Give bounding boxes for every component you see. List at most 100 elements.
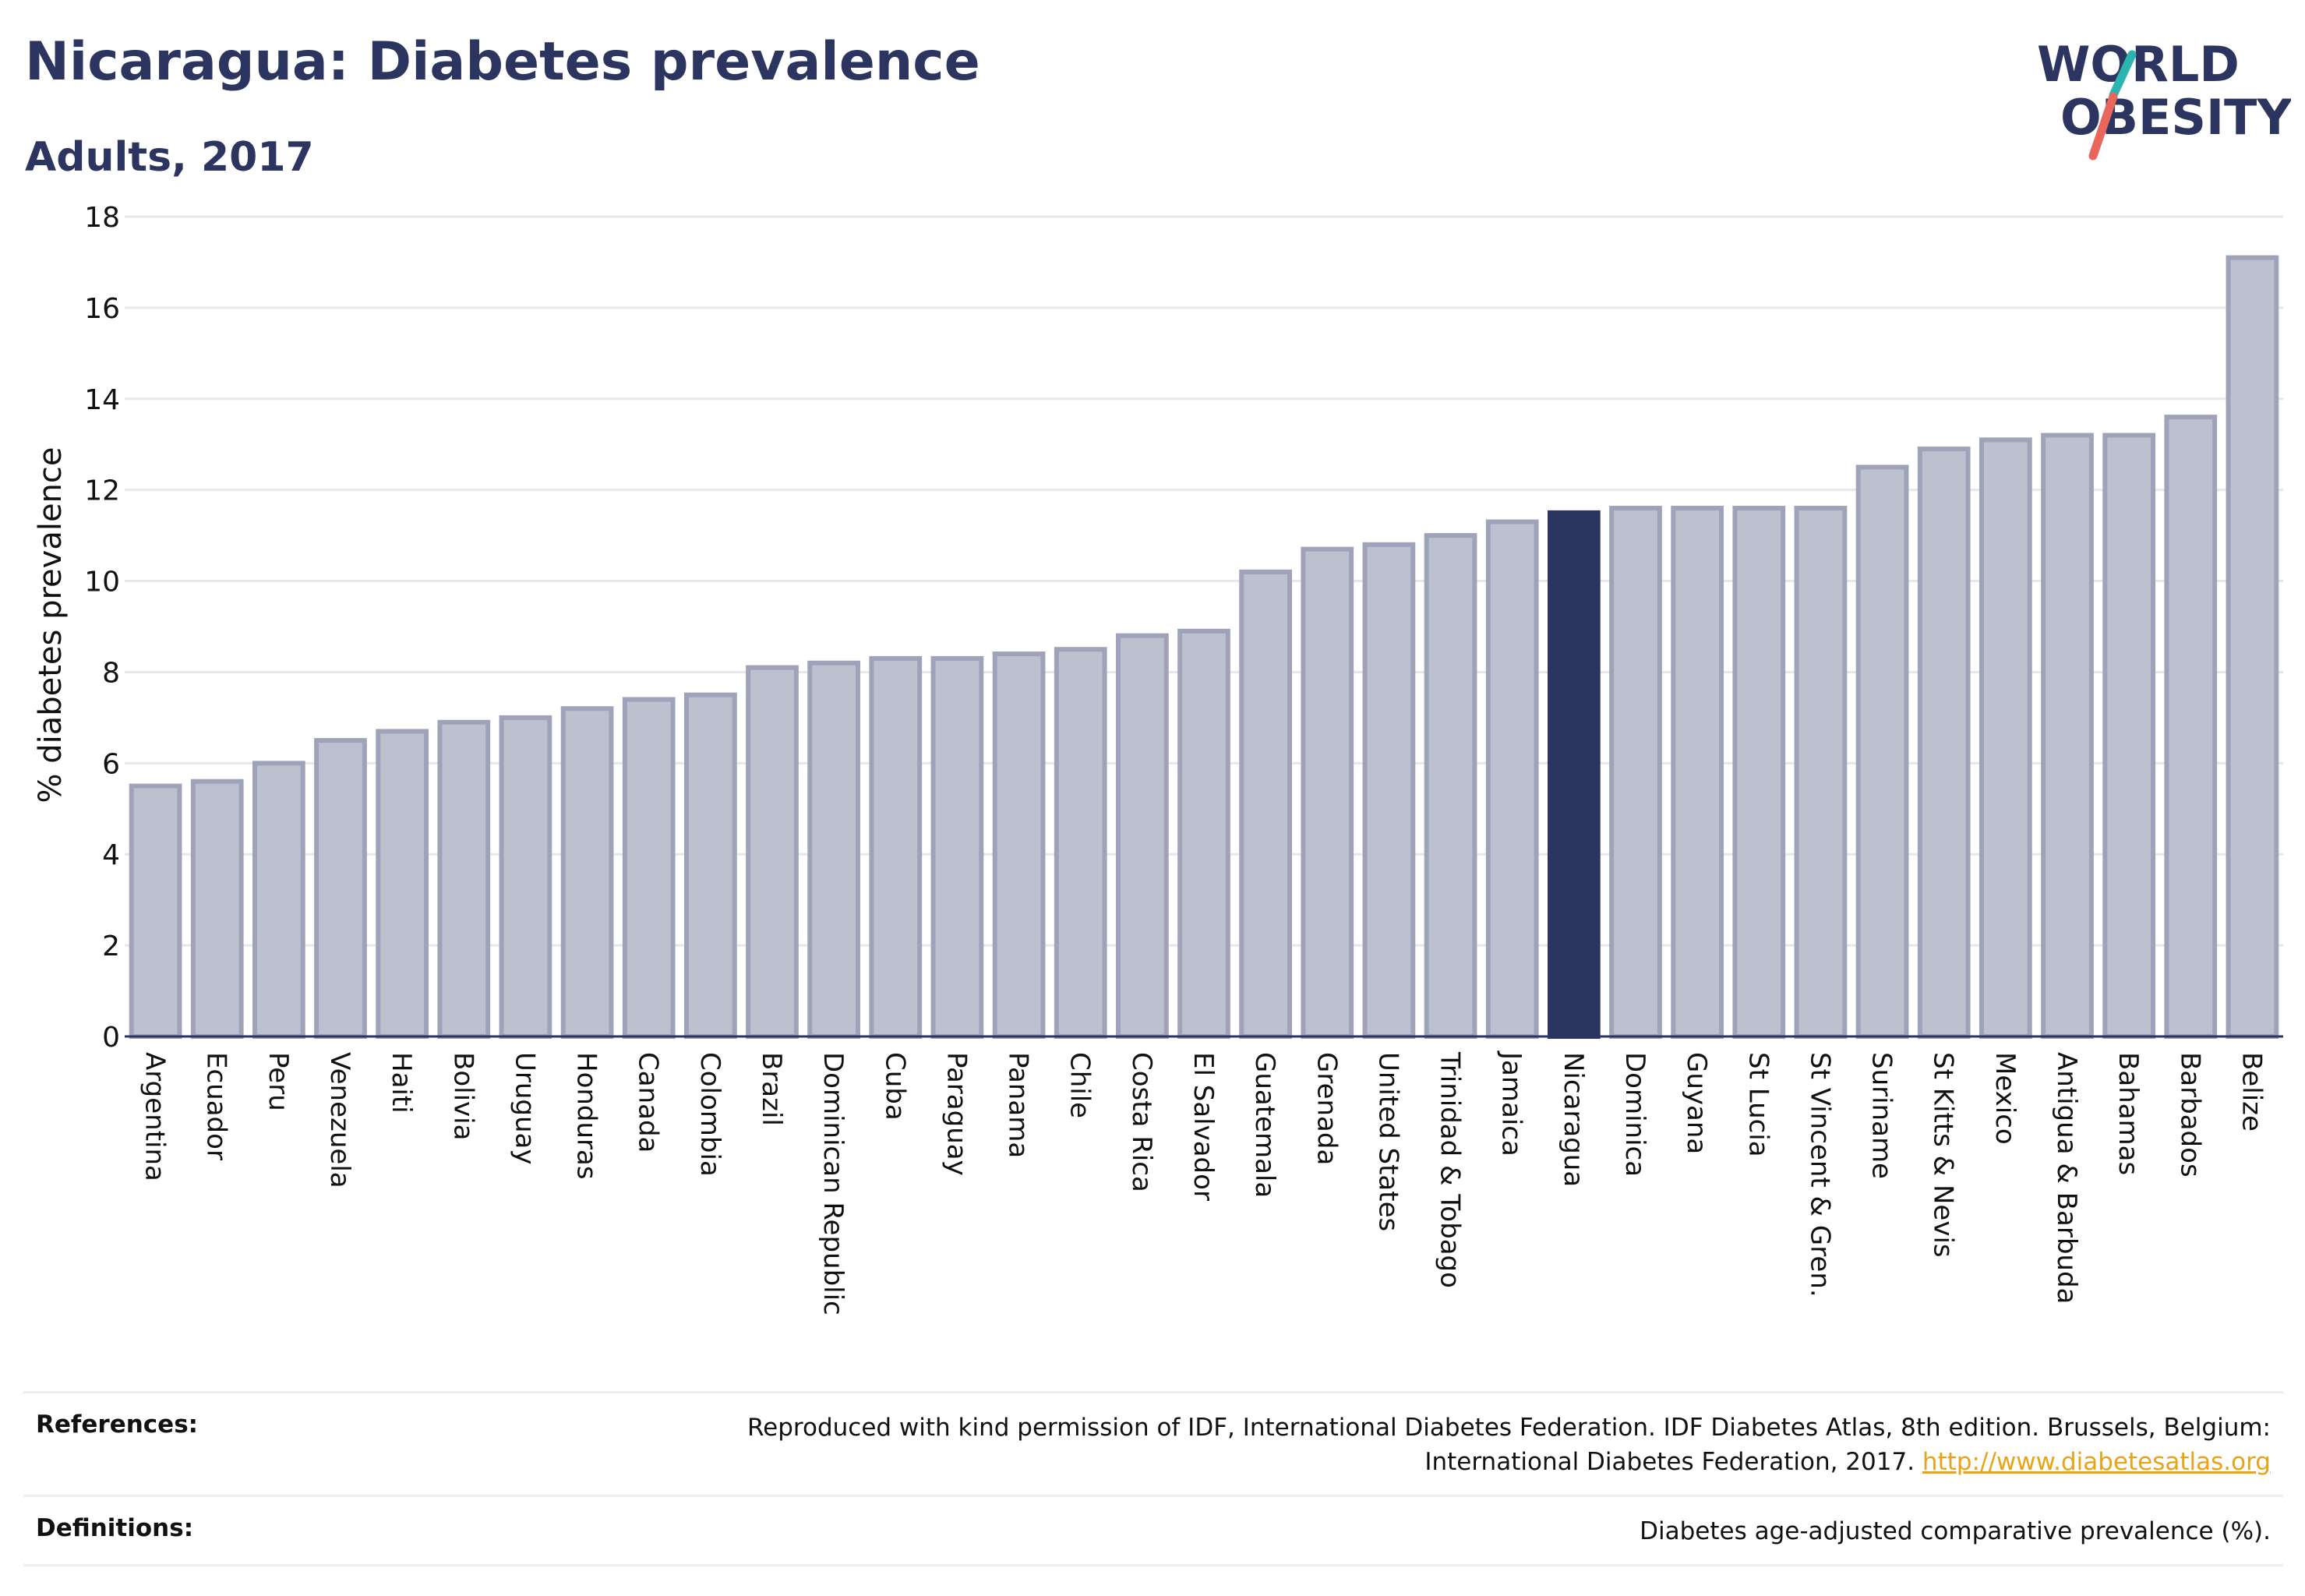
logo-slash-teal — [2109, 50, 2137, 100]
x-tick-label: Nicaragua — [1558, 1052, 1589, 1187]
bars — [129, 255, 2279, 1040]
bar-nicaragua — [1547, 510, 1601, 1039]
x-tick-label: Grenada — [1311, 1052, 1342, 1165]
bar-dominica — [1609, 506, 1662, 1039]
references-text: Reproduced with kind permission of IDF, … — [747, 1411, 2283, 1479]
y-axis-label: % diabetes prevalence — [33, 447, 69, 803]
definitions-label: Definitions: — [36, 1514, 194, 1542]
x-tick-label: St Vincent & Gren. — [1804, 1052, 1835, 1298]
bar-brazil — [746, 665, 799, 1039]
chart-title: Nicaragua: Diabetes prevalence — [25, 31, 980, 93]
y-tick-label: 6 — [102, 748, 120, 780]
x-tick-label: Chile — [1064, 1052, 1096, 1118]
x-tick-label: Guatemala — [1249, 1052, 1280, 1198]
x-tick-label: Ecuador — [201, 1052, 232, 1160]
x-tick-label: Paraguay — [941, 1052, 972, 1176]
bar-st-vincent-gren — [1794, 506, 1848, 1039]
bar-grenada — [1301, 546, 1354, 1039]
references-line2: International Diabetes Federation, 2017. — [1424, 1448, 1915, 1476]
x-axis-ticks: Argentina Ecuador Peru Venezuela Haiti Bolivi… — [139, 1050, 2268, 1315]
x-tick-label: Honduras — [571, 1052, 602, 1180]
x-tick-label: Canada — [633, 1052, 664, 1153]
x-tick-label: Brazil — [756, 1052, 787, 1126]
x-tick-label: Guyana — [1681, 1052, 1712, 1154]
x-tick-label: Uruguay — [509, 1052, 540, 1165]
bar-trinidad-tobago — [1424, 533, 1477, 1039]
bar-dominican-republic — [807, 660, 861, 1039]
bar-guyana — [1671, 506, 1724, 1039]
bar-panama — [992, 651, 1046, 1039]
bar-haiti — [376, 729, 429, 1040]
bar-bolivia — [437, 719, 491, 1039]
bar-st-lucia — [1732, 506, 1786, 1039]
x-tick-label: Cuba — [879, 1052, 910, 1121]
y-tick-label: 16 — [84, 293, 120, 325]
bar-chile — [1054, 647, 1107, 1039]
definitions-text: Diabetes age-adjusted comparative preval… — [1640, 1517, 2271, 1545]
bar-barbados — [2164, 415, 2218, 1039]
y-tick-label: 2 — [102, 930, 120, 962]
x-tick-label: Argentina — [139, 1052, 171, 1181]
y-tick-label: 18 — [84, 202, 120, 234]
x-tick-label: Bahamas — [2113, 1052, 2144, 1175]
x-tick-label: Dominica — [1619, 1052, 1650, 1177]
bar-peru — [252, 761, 305, 1039]
x-tick-label: Bolivia — [447, 1052, 478, 1140]
bar-suriname — [1855, 464, 1909, 1039]
bar-cuba — [869, 655, 923, 1040]
x-tick-label: Mexico — [1989, 1052, 2021, 1145]
x-tick-label: United States — [1372, 1052, 1403, 1231]
y-tick-label: 0 — [102, 1022, 120, 1054]
x-tick-label: Panama — [1003, 1052, 1034, 1158]
bar-argentina — [129, 783, 182, 1039]
bar-ecuador — [190, 779, 244, 1039]
bar-uruguay — [499, 715, 552, 1040]
y-tick-label: 12 — [84, 475, 120, 507]
x-tick-label: St Lucia — [1742, 1052, 1774, 1157]
x-tick-label: Haiti — [386, 1052, 417, 1114]
bar-costa-rica — [1115, 633, 1169, 1039]
bar-mexico — [1978, 437, 2032, 1039]
world-obesity-logo: WORLD OBESITY — [2037, 36, 2291, 161]
references-label: References: — [36, 1411, 199, 1439]
y-tick-label: 14 — [84, 384, 120, 416]
bar-chart: 0 2 4 6 8 10 12 14 16 18 % diabetes prevalence Ar… — [33, 202, 2283, 1315]
x-tick-label: Barbados — [2174, 1052, 2205, 1178]
y-tick-label: 8 — [102, 657, 120, 689]
definitions-row: Definitions: Diabetes age-adjusted compa… — [23, 1495, 2283, 1566]
bar-canada — [622, 697, 676, 1039]
bar-paraguay — [930, 655, 984, 1040]
x-tick-label: El Salvador — [1188, 1052, 1219, 1201]
y-axis-ticks: 0 2 4 6 8 10 12 14 16 18 — [84, 202, 120, 1054]
bar-jamaica — [1485, 519, 1539, 1039]
x-tick-label: St Kitts & Nevis — [1928, 1052, 1959, 1258]
bar-united-states — [1362, 542, 1416, 1039]
bar-el-salvador — [1177, 628, 1230, 1039]
x-tick-label: Jamaica — [1496, 1050, 1527, 1156]
chart-subtitle: Adults, 2017 — [25, 134, 314, 181]
bar-guatemala — [1239, 569, 1293, 1039]
logo-slash-coral — [2088, 92, 2118, 161]
logo-word-world: WORLD — [2037, 36, 2240, 93]
bar-venezuela — [314, 738, 367, 1039]
x-tick-label: Trinidad & Tobago — [1435, 1051, 1466, 1288]
references-link[interactable]: http://www.diabetesatlas.org — [1922, 1448, 2271, 1476]
x-tick-label: Peru — [263, 1052, 294, 1111]
x-tick-label: Venezuela — [324, 1052, 355, 1188]
y-tick-label: 10 — [84, 567, 120, 598]
x-tick-label: Colombia — [694, 1052, 725, 1177]
y-tick-label: 4 — [102, 839, 120, 871]
bar-antigua-barbuda — [2041, 433, 2094, 1039]
references-row: References: Reproduced with kind permiss… — [23, 1391, 2283, 1495]
bar-honduras — [560, 706, 614, 1039]
bar-bahamas — [2102, 433, 2156, 1039]
x-tick-label: Suriname — [1866, 1052, 1897, 1179]
bar-belize — [2226, 255, 2279, 1040]
x-tick-label: Belize — [2236, 1052, 2267, 1132]
bar-colombia — [683, 692, 737, 1040]
footer: References: Reproduced with kind permiss… — [23, 1391, 2283, 1566]
x-tick-label: Dominican Republic — [817, 1052, 849, 1315]
x-tick-label: Costa Rica — [1126, 1052, 1157, 1192]
bar-st-kitts-nevis — [1917, 447, 1971, 1039]
x-tick-label: Antigua & Barbuda — [2051, 1052, 2082, 1304]
